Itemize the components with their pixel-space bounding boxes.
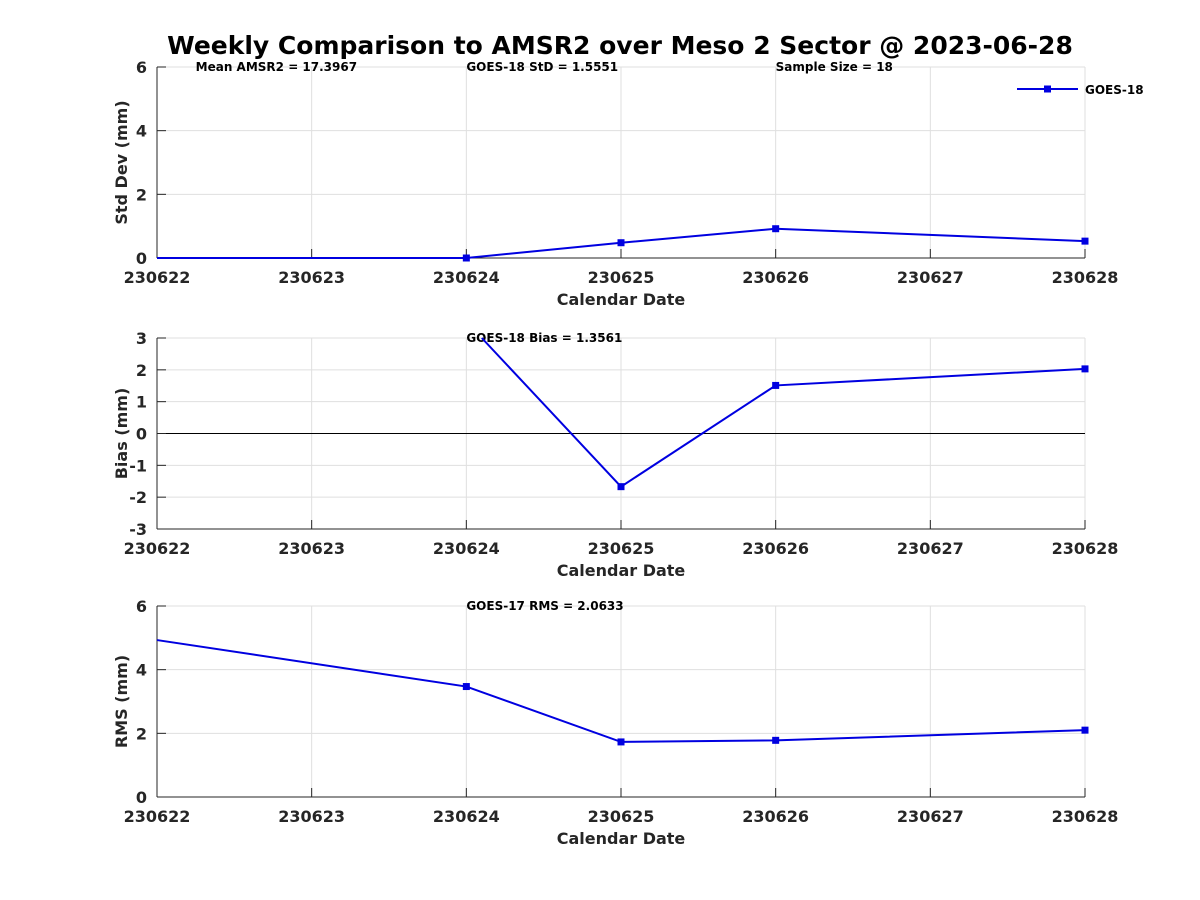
x-tick-label: 230622: [124, 807, 191, 826]
y-axis-label: Std Dev (mm): [112, 100, 131, 224]
y-tick-label: 0: [136, 249, 147, 268]
data-point: [772, 381, 780, 389]
panel-bias: 230622 230623 230624 230625 230626 230627 2306…: [112, 329, 1118, 580]
x-tick-label: 230624: [433, 539, 500, 558]
panel-stddev: 230622 230623 230624 230625 230626 230627 2306…: [112, 58, 1118, 309]
data-point: [617, 239, 625, 247]
y-tick-label: -2: [129, 488, 147, 507]
y-axis-label: Bias (mm): [112, 388, 131, 480]
data-point: [772, 225, 780, 233]
x-axis-label: Calendar Date: [557, 829, 686, 848]
x-axis-label: Calendar Date: [557, 561, 686, 580]
legend-label: GOES-18: [1085, 83, 1144, 97]
data-point: [617, 738, 625, 746]
annotation: GOES-18 StD = 1.5551: [466, 60, 618, 74]
y-tick-label: 6: [136, 58, 147, 77]
y-tick-label: 1: [136, 393, 147, 412]
x-tick-label: 230626: [742, 539, 809, 558]
x-tick-label: 230623: [278, 268, 345, 287]
data-point: [462, 254, 470, 262]
x-tick-label: 230628: [1052, 807, 1119, 826]
data-point: [1081, 726, 1089, 734]
panel-rms: 230622 230623 230624 230625 230626 230627 2306…: [112, 597, 1118, 848]
x-tick-label: 230624: [433, 807, 500, 826]
annotation: Mean AMSR2 = 17.3967: [196, 60, 357, 74]
y-tick-label: -3: [129, 520, 147, 539]
data-point: [772, 736, 780, 744]
x-tick-label: 230625: [588, 539, 655, 558]
data-point: [1081, 365, 1089, 373]
y-tick-label: 4: [136, 122, 147, 141]
y-tick-label: 4: [136, 661, 147, 680]
x-tick-label: 230627: [897, 807, 964, 826]
chart-panels: 230622 230623 230624 230625 230626 230627 2306…: [112, 58, 1118, 848]
y-tick-label: 2: [136, 185, 147, 204]
annotation: GOES-18 Bias = 1.3561: [466, 331, 622, 345]
y-tick-label: 0: [136, 788, 147, 807]
y-tick-label: -1: [129, 456, 147, 475]
x-tick-label: 230626: [742, 268, 809, 287]
data-point: [462, 683, 470, 691]
data-point: [1081, 237, 1089, 245]
y-axis-label: RMS (mm): [112, 655, 131, 748]
x-tick-label: 230623: [278, 807, 345, 826]
annotation: Sample Size = 18: [776, 60, 893, 74]
x-tick-label: 230625: [588, 268, 655, 287]
x-tick-label: 230623: [278, 539, 345, 558]
x-tick-label: 230627: [897, 268, 964, 287]
x-tick-label: 230627: [897, 539, 964, 558]
legend-marker: [1044, 85, 1051, 93]
annotation: GOES-17 RMS = 2.0633: [466, 599, 623, 613]
y-tick-label: 2: [136, 724, 147, 743]
x-tick-label: 230622: [124, 539, 191, 558]
x-tick-label: 230625: [588, 807, 655, 826]
legend: GOES-18: [1017, 83, 1144, 97]
x-tick-label: 230622: [124, 268, 191, 287]
y-tick-label: 2: [136, 361, 147, 380]
x-tick-label: 230628: [1052, 539, 1119, 558]
x-axis-label: Calendar Date: [557, 290, 686, 309]
x-tick-label: 230626: [742, 807, 809, 826]
chart-title: Weekly Comparison to AMSR2 over Meso 2 S…: [167, 31, 1073, 60]
y-tick-label: 3: [136, 329, 147, 348]
series-line: [481, 337, 1086, 488]
y-tick-label: 6: [136, 597, 147, 616]
x-tick-label: 230624: [433, 268, 500, 287]
y-tick-label: 0: [136, 425, 147, 444]
data-point: [617, 483, 625, 491]
x-tick-label: 230628: [1052, 268, 1119, 287]
